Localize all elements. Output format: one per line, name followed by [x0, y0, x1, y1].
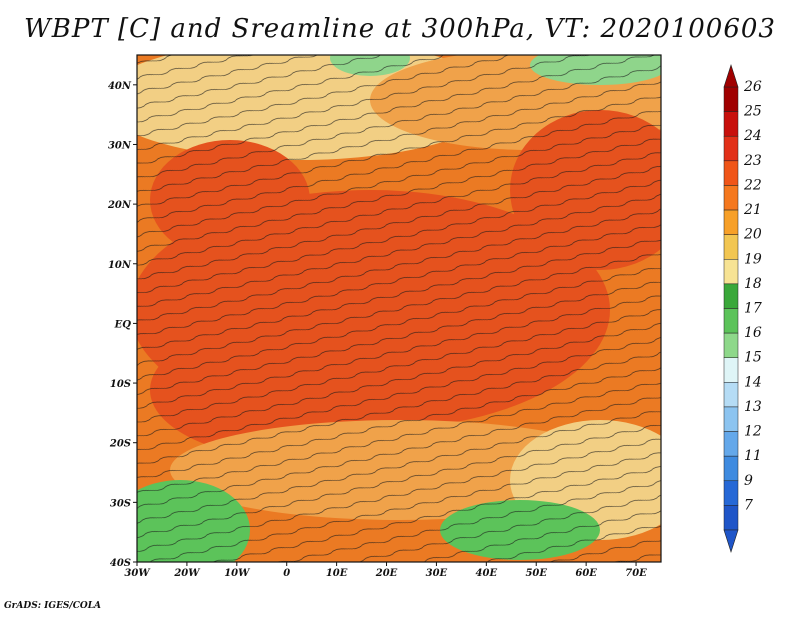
colorbar-segment	[723, 308, 739, 334]
y-tick-label: 10N	[108, 260, 132, 271]
colorbar-bottom-arrow	[723, 529, 739, 553]
y-tick-label: 10S	[110, 379, 131, 390]
colorbar-label: 9	[744, 473, 753, 489]
colorbar-label: 16	[744, 325, 762, 341]
x-tick-label: 30W	[124, 568, 151, 579]
colorbar-label: 26	[743, 79, 762, 95]
colorbar-label: 22	[743, 177, 762, 193]
colorbar-segment	[723, 283, 739, 309]
colorbar-label: 11	[744, 448, 762, 464]
colorbar-segment	[723, 332, 739, 358]
y-tick-label: 30N	[108, 140, 132, 151]
colorbar-label: 15	[744, 350, 762, 366]
colorbar-label: 19	[744, 251, 762, 267]
x-tick-label: 60E	[575, 568, 597, 579]
x-tick-label: 0	[283, 568, 290, 579]
colorbar-segment	[723, 382, 739, 408]
colorbar-segment	[723, 480, 739, 506]
colorbar-label: 21	[743, 202, 762, 218]
colorbar-segment	[723, 455, 739, 482]
colorbar-label: 14	[744, 374, 762, 390]
colorbar-label: 25	[743, 104, 762, 120]
colorbar-segment	[723, 259, 739, 285]
map-field	[137, 55, 661, 562]
colorbar-segment	[723, 357, 739, 383]
colorbar-segment	[723, 135, 739, 162]
map-frame	[136, 54, 662, 563]
y-tick-label: EQ	[114, 319, 132, 330]
x-tick-label: 10E	[326, 568, 348, 579]
x-tick-label: 20E	[375, 568, 398, 579]
colorbar-label: 18	[744, 276, 762, 292]
colorbar-segment	[723, 185, 739, 211]
credit-label: GrADS: IGES/COLA	[4, 601, 102, 611]
colorbar-label: 7	[744, 497, 753, 513]
colorbar-label: 12	[744, 424, 762, 440]
x-tick-label: 10W	[224, 568, 251, 579]
colorbar-label: 20	[743, 227, 762, 243]
colorbar-segment	[723, 505, 739, 531]
x-tick-label: 30E	[426, 568, 448, 579]
colorbar-segment	[723, 431, 739, 457]
colorbar-segment	[723, 234, 739, 260]
chart-title: WBPT [C] and Sreamline at 300hPa, VT: 20…	[24, 14, 776, 44]
x-axis: 30W 20W 10W 0 10E 20E 30E 40E 50E 60E 70E	[124, 562, 647, 579]
y-tick-label: 20N	[107, 200, 132, 211]
colorbar-segment	[723, 111, 739, 137]
colorbar: 26 25 24 23 22 21 20 19 18 17 16 15 14 13 12 11 9 7	[723, 64, 762, 553]
y-tick-label: 40S	[110, 558, 131, 569]
colorbar-top-arrow	[723, 64, 739, 88]
y-axis: 40N 30N 20N 10N EQ 10S 20S 30S 40S	[107, 81, 137, 569]
y-tick-label: 40N	[108, 81, 132, 92]
x-tick-label: 20W	[173, 568, 201, 579]
colorbar-label: 24	[743, 128, 762, 144]
colorbar-segment	[723, 406, 739, 432]
colorbar-segment	[723, 86, 739, 112]
x-tick-label: 50E	[525, 568, 547, 579]
colorbar-label: 17	[744, 301, 762, 317]
colorbar-label: 23	[743, 153, 762, 169]
x-tick-label: 40E	[476, 568, 498, 579]
colorbar-segment	[723, 209, 739, 235]
colorbar-segment	[723, 160, 739, 186]
x-tick-label: 70E	[625, 568, 647, 579]
y-tick-label: 30S	[110, 498, 131, 509]
colorbar-label: 13	[744, 399, 762, 415]
streamlines	[137, 55, 661, 562]
y-tick-label: 20S	[109, 439, 131, 450]
